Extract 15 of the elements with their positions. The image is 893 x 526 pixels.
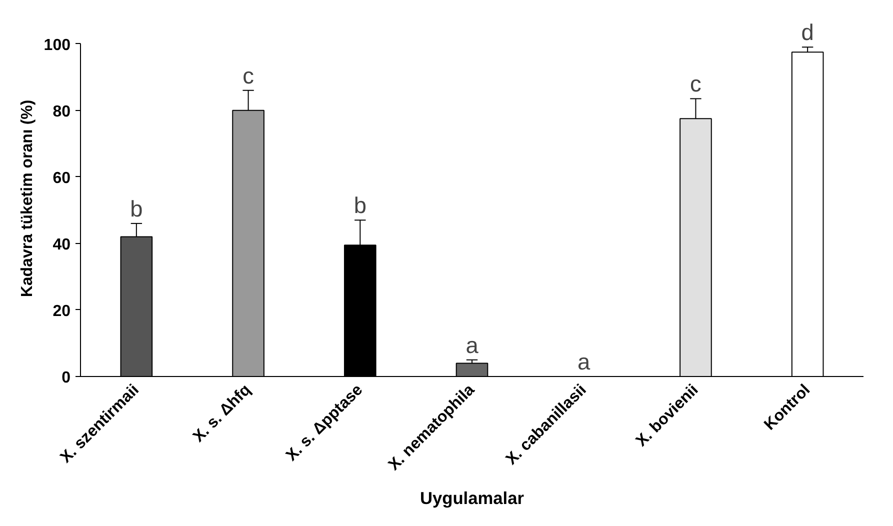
annotation: c <box>242 62 254 88</box>
y-tick-label: 100 <box>44 36 71 54</box>
y-tick-label: 0 <box>62 370 71 386</box>
annotation: c <box>690 70 702 97</box>
y-axis-title: Kadavra tüketim oranı (%) <box>18 100 36 298</box>
y-tick-label: 80 <box>52 103 71 120</box>
annotation: b <box>130 195 143 222</box>
annotation: b <box>354 192 366 218</box>
annotation: d <box>801 19 814 46</box>
y-tick-label: 20 <box>52 302 71 320</box>
y-tick-label: 60 <box>52 170 71 187</box>
y-tick-label: 40 <box>52 236 71 254</box>
annotation: a <box>466 332 479 358</box>
annotation: a <box>578 348 591 374</box>
x-axis-title: Uygulamalar <box>420 488 524 508</box>
